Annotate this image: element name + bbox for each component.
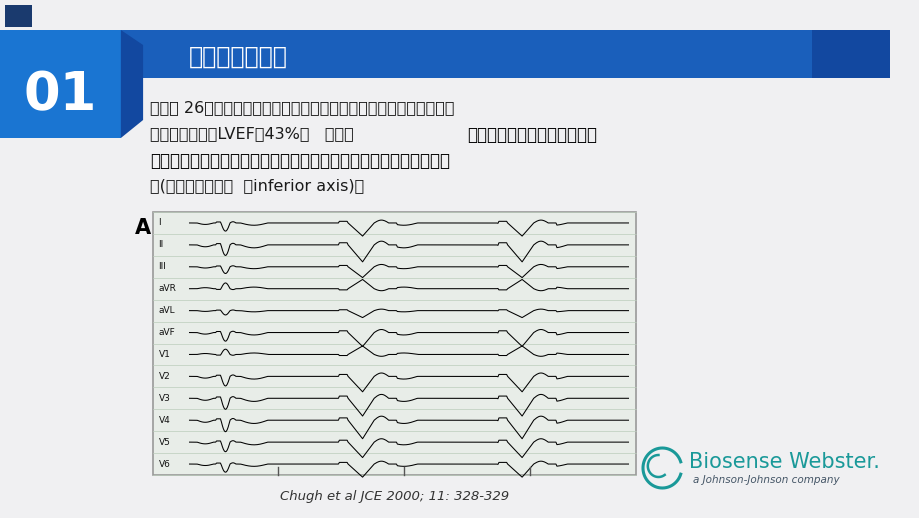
- Text: I: I: [158, 219, 161, 227]
- Text: V5: V5: [158, 438, 170, 447]
- Text: 病例： 26岁女性以心悸，易疲劳以及心功能低下入院；心脏彩超显示: 病例： 26岁女性以心悸，易疲劳以及心功能低下入院；心脏彩超显示: [150, 100, 454, 115]
- Text: aVL: aVL: [158, 306, 175, 315]
- Text: V3: V3: [158, 394, 170, 403]
- Text: III: III: [158, 262, 166, 271]
- Text: 扩张性心肌病及LVEF：43%；   心脏监: 扩张性心肌病及LVEF：43%； 心脏监: [150, 126, 353, 141]
- Text: V2: V2: [158, 372, 170, 381]
- Text: V4: V4: [158, 416, 170, 425]
- Text: A: A: [135, 218, 152, 238]
- Polygon shape: [120, 30, 143, 138]
- Text: Chugh et al JCE 2000; 11: 328-329: Chugh et al JCE 2000; 11: 328-329: [279, 490, 508, 503]
- Bar: [0, 30, 120, 138]
- Text: V1: V1: [158, 350, 170, 359]
- Bar: [5, 5, 32, 27]
- Text: a Johnson-Johnson company: a Johnson-Johnson company: [693, 475, 839, 485]
- Text: V6: V6: [158, 459, 170, 469]
- Bar: [811, 30, 889, 78]
- Bar: [0, 30, 889, 78]
- Bar: [153, 212, 636, 475]
- Text: 示：２４小时有２５０００到: 示：２４小时有２５０００到: [467, 126, 596, 144]
- Text: ５６０００个室性早搏。室性早搏起源于右室流出道间隔部的室性早: ５６０００个室性早搏。室性早搏起源于右室流出道间隔部的室性早: [150, 152, 449, 170]
- Text: II: II: [158, 240, 164, 249]
- Text: aVR: aVR: [158, 284, 176, 293]
- Text: 心律失常的危害: 心律失常的危害: [188, 45, 287, 69]
- Text: 搏(左束支传导阻滞  ，inferior axis)。: 搏(左束支传导阻滞 ，inferior axis)。: [150, 178, 364, 193]
- Text: aVF: aVF: [158, 328, 176, 337]
- Text: Biosense Webster.: Biosense Webster.: [688, 452, 879, 472]
- Text: 01: 01: [23, 69, 96, 121]
